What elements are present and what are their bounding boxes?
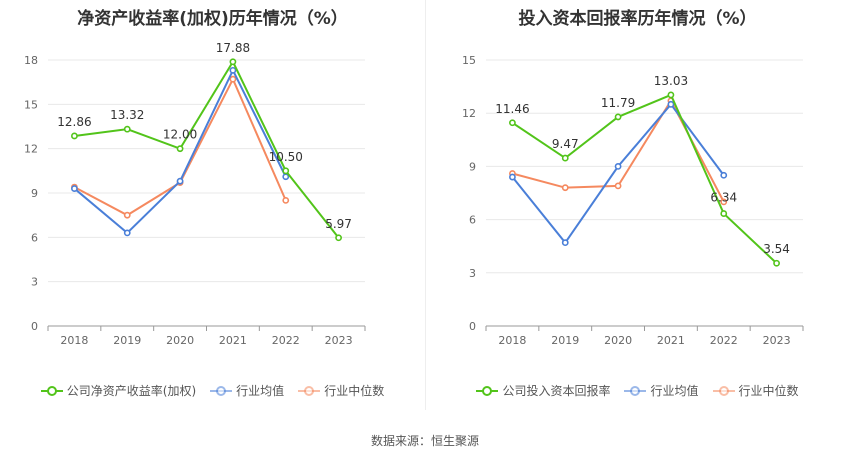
x-tick-label: 2019	[551, 334, 579, 347]
chart-title: 投入资本回报率历年情况（%）	[518, 9, 757, 29]
data-point-company	[509, 119, 516, 127]
y-tick-label: 3	[469, 267, 476, 280]
data-point-avg	[123, 229, 131, 237]
data-point-company	[229, 58, 237, 66]
data-point-median	[614, 182, 622, 190]
y-tick-label: 6	[31, 231, 38, 244]
legend-swatch-icon	[712, 385, 735, 396]
panel-divider	[425, 0, 426, 410]
x-tick-label: 2021	[219, 334, 247, 347]
x-tick-label: 2022	[710, 334, 738, 347]
legend-item-avg[interactable]: 行业均值	[210, 382, 284, 399]
data-label: 11.79	[601, 96, 635, 110]
y-tick-label: 9	[31, 187, 38, 200]
roic-chart-panel: 投入资本回报率历年情况（%） 0 3 6 9 12 15 2018 2019 2020 2021 2…	[425, 0, 850, 410]
series-line-company	[511, 93, 778, 264]
data-point-avg	[667, 100, 675, 108]
data-point-median	[720, 198, 728, 206]
legend-item-median[interactable]: 行业中位数	[712, 382, 799, 399]
data-point-median	[282, 196, 290, 204]
data-point-company	[561, 154, 569, 162]
y-tick-label: 12	[462, 107, 476, 120]
data-point-median	[229, 75, 237, 83]
data-point-median	[123, 211, 131, 219]
legend-item-company[interactable]: 公司净资产收益率(加权)	[40, 382, 197, 399]
x-tick-label: 2018	[498, 334, 526, 347]
legend-swatch-icon	[298, 385, 321, 396]
x-tick-label: 2023	[325, 334, 353, 347]
legend-label: 公司净资产收益率(加权)	[66, 384, 197, 398]
y-tick-label: 6	[469, 214, 476, 227]
data-label: 6.34	[710, 191, 737, 205]
legend-swatch-icon	[476, 385, 499, 396]
y-tick-label: 15	[24, 98, 38, 111]
legend-label: 行业中位数	[738, 384, 799, 398]
roe-chart-plot: 0 3 6 9 12 15 18 2018 2019 2020 2021 2022 2023 12.86 1…	[24, 41, 366, 347]
legend-label: 行业中位数	[324, 384, 385, 398]
legend-label: 行业均值	[236, 384, 285, 398]
chart-title: 净资产收益率(加权)历年情况（%）	[77, 9, 348, 29]
data-point-avg	[614, 162, 622, 170]
data-label: 12.00	[163, 128, 197, 142]
data-point-company	[335, 234, 342, 242]
y-tick-label: 12	[24, 143, 38, 156]
roe-chart-panel: 净资产收益率(加权)历年情况（%） 0 3 6 9 12 15 18 2018 2019 2020…	[0, 0, 425, 410]
y-tick-label: 9	[469, 160, 476, 173]
data-label: 11.46	[495, 102, 529, 116]
data-point-avg	[282, 173, 290, 181]
data-point-company	[282, 167, 290, 175]
data-point-avg	[509, 173, 516, 181]
y-tick-label: 3	[31, 276, 38, 289]
data-label: 9.47	[552, 137, 579, 151]
x-tick-label: 2023	[763, 334, 791, 347]
data-label: 13.32	[110, 108, 144, 122]
data-point-company	[176, 145, 184, 153]
legend-swatch-icon	[624, 385, 647, 396]
data-point-avg	[720, 171, 728, 179]
data-point-company	[614, 113, 622, 121]
legend-label: 公司投入资本回报率	[502, 384, 611, 398]
x-tick-label: 2020	[604, 334, 632, 347]
legend-item-company[interactable]: 公司投入资本回报率	[476, 382, 610, 399]
x-tick-label: 2020	[166, 334, 194, 347]
legend-swatch-icon	[40, 385, 63, 396]
data-point-avg	[71, 185, 78, 192]
roic-chart-plot: 0 3 6 9 12 15 2018 2019 2020 2021 2022 2023 11.46 9.4…	[462, 54, 804, 347]
y-tick-label: 18	[24, 54, 38, 67]
data-label: 17.88	[216, 41, 250, 55]
data-point-company	[773, 259, 780, 267]
data-point-company	[123, 125, 131, 133]
data-point-company	[71, 132, 78, 140]
data-point-avg	[561, 239, 569, 247]
x-tick-label: 2022	[272, 334, 300, 347]
data-point-company	[667, 91, 675, 99]
data-point-avg	[176, 177, 184, 185]
legend-swatch-icon	[210, 385, 233, 396]
data-label: 5.97	[325, 217, 352, 231]
roe-chart-legend: 公司净资产收益率(加权) 行业均值 行业中位数	[0, 382, 425, 399]
legend-item-avg[interactable]: 行业均值	[624, 382, 699, 399]
data-label: 10.50	[269, 150, 303, 164]
data-point-median	[561, 184, 569, 192]
y-tick-label: 0	[31, 320, 38, 333]
legend-item-median[interactable]: 行业中位数	[298, 382, 384, 399]
data-point-company	[720, 210, 728, 217]
x-tick-label: 2019	[113, 334, 141, 347]
series-line-avg	[511, 102, 725, 245]
data-label: 12.86	[57, 115, 91, 129]
legend-label: 行业均值	[650, 384, 699, 398]
y-tick-label: 15	[462, 54, 476, 67]
data-label: 13.03	[654, 74, 688, 88]
series-line-company	[74, 59, 340, 239]
x-tick-label: 2018	[60, 334, 88, 347]
y-tick-label: 0	[469, 320, 476, 333]
data-label: 3.54	[763, 242, 790, 256]
data-source-label: 数据来源：恒生聚源	[370, 434, 479, 448]
data-point-avg	[229, 66, 237, 74]
x-tick-label: 2021	[657, 334, 685, 347]
roic-chart-legend: 公司投入资本回报率 行业均值 行业中位数	[425, 382, 850, 399]
